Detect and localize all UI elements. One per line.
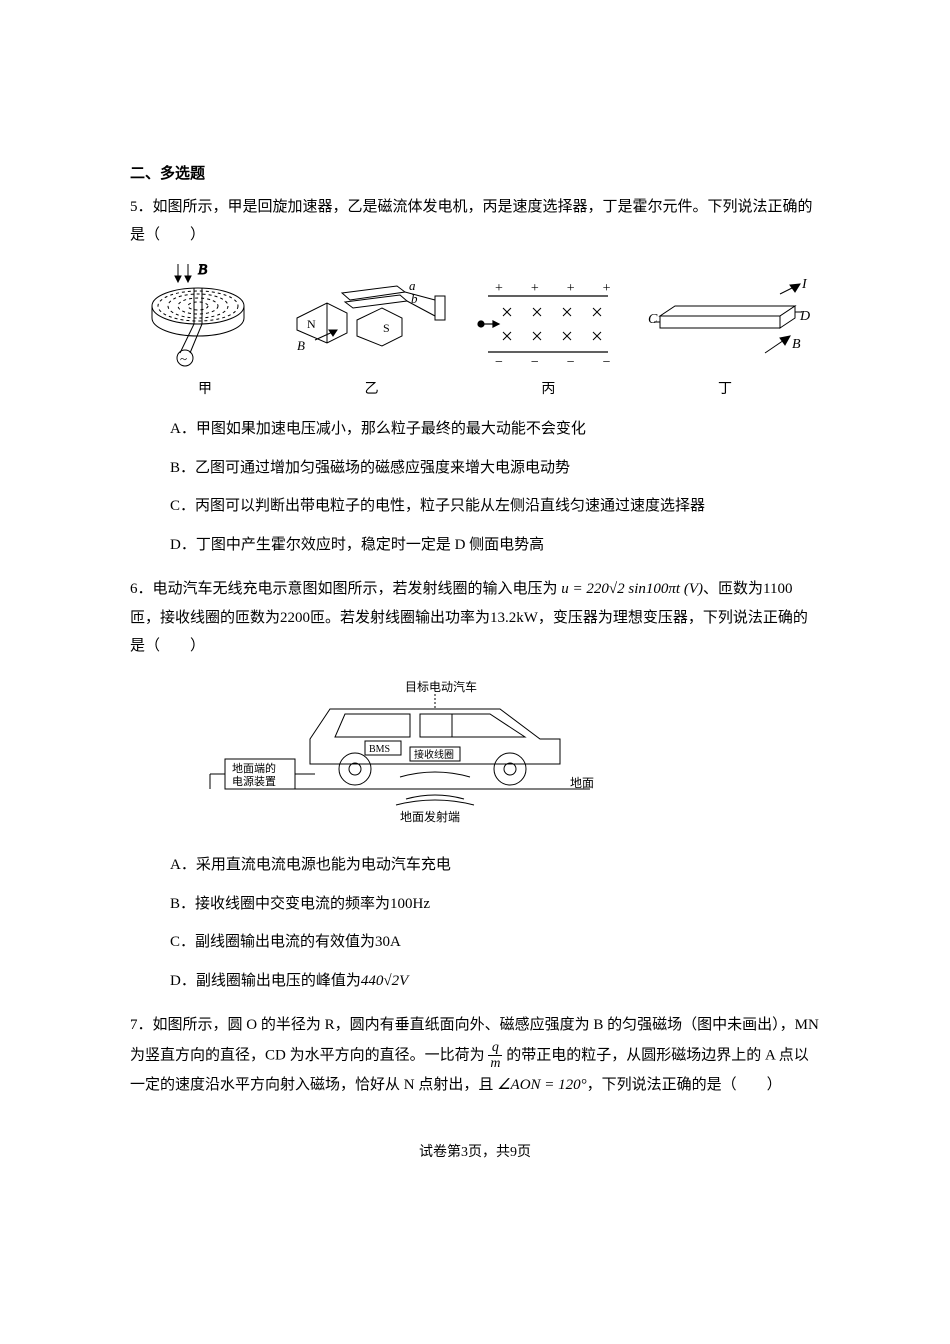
q5-number: 5． xyxy=(130,199,153,215)
q6-options: A．采用直流电流电源也能为电动汽车充电 B．接收线圈中交变电流的频率为100Hz… xyxy=(130,851,820,995)
q5-figures: B xyxy=(130,258,820,404)
svg-text:B: B xyxy=(297,338,305,353)
q7-fraction: qm xyxy=(488,1040,502,1072)
q6-formula: u = 220√2 sin100πt (V) xyxy=(558,581,703,597)
q6-body1: 电动汽车无线充电示意图如图所示，若发射线圈的输入电压为 xyxy=(153,581,558,597)
q5-option-d: D．丁图中产生霍尔效应时，稳定时一定是 D 侧面电势高 xyxy=(170,531,820,560)
q6-option-a: A．采用直流电流电源也能为电动汽车充电 xyxy=(170,851,820,880)
q5-option-a: A．甲图如果加速电压减小，那么粒子最终的最大动能不会变化 xyxy=(170,415,820,444)
svg-text:− − − −: − − − − xyxy=(495,355,611,370)
q6-text: 6．电动汽车无线充电示意图如图所示，若发射线圈的输入电压为 u = 220√2 … xyxy=(130,575,820,661)
q6-option-c: C．副线圈输出电流的有效值为30A xyxy=(170,928,820,957)
q5-text: 5．如图所示，甲是回旋加速器，乙是磁流体发电机，丙是速度选择器，丁是霍尔元件。下… xyxy=(130,193,820,250)
svg-text:接收线圈: 接收线圈 xyxy=(414,748,454,761)
svg-text:S: S xyxy=(383,321,390,335)
q6-option-b: B．接收线圈中交变电流的频率为100Hz xyxy=(170,890,820,919)
svg-text:地面: 地面 xyxy=(570,776,594,790)
page-footer: 试卷第3页，共9页 xyxy=(130,1140,820,1167)
svg-text:B: B xyxy=(792,337,801,352)
q6-figure: 目标电动汽车 BMS 接收线圈 地面 地面发射端 地面端的 电源装置 xyxy=(170,669,820,840)
b-label: B xyxy=(198,262,207,278)
q7-body3: ，下列说法正确的是（ ） xyxy=(587,1077,782,1093)
q6-number: 6． xyxy=(130,581,153,597)
svg-text:C: C xyxy=(648,312,658,327)
svg-text:~: ~ xyxy=(180,351,187,366)
svg-text:地面端的: 地面端的 xyxy=(232,761,276,775)
svg-text:电源装置: 电源装置 xyxy=(232,774,276,788)
svg-text:地面发射端: 地面发射端 xyxy=(400,809,460,824)
svg-text:BMS: BMS xyxy=(369,744,390,755)
svg-text:N: N xyxy=(307,317,316,331)
q5-option-b: B．乙图可通过增加匀强磁场的磁感应强度来增大电源电动势 xyxy=(170,454,820,483)
question-5: 5．如图所示，甲是回旋加速器，乙是磁流体发电机，丙是速度选择器，丁是霍尔元件。下… xyxy=(130,193,820,560)
q5-option-c: C．丙图可以判断出带电粒子的电性，粒子只能从左侧沿直线匀速通过速度选择器 xyxy=(170,492,820,521)
mhd-svg: N S a b B xyxy=(287,278,457,373)
car-charging-svg: 目标电动汽车 BMS 接收线圈 地面 地面发射端 地面端的 电源装置 xyxy=(170,669,610,829)
q5-options: A．甲图如果加速电压减小，那么粒子最终的最大动能不会变化 B．乙图可通过增加匀强… xyxy=(130,415,820,559)
fig-label-yi: 乙 xyxy=(365,377,379,404)
q5-body: 如图所示，甲是回旋加速器，乙是磁流体发电机，丙是速度选择器，丁是霍尔元件。下列说… xyxy=(130,199,813,244)
svg-text:目标电动汽车: 目标电动汽车 xyxy=(405,679,477,694)
q6-option-d: D．副线圈输出电压的峰值为440√2V xyxy=(170,967,820,996)
fig-bing: + + + + − − − − xyxy=(473,278,623,404)
fig-label-ding: 丁 xyxy=(718,377,732,404)
fig-ding: I C D B 丁 xyxy=(640,278,810,404)
question-6: 6．电动汽车无线充电示意图如图所示，若发射线圈的输入电压为 u = 220√2 … xyxy=(130,575,820,995)
svg-text:+ + + +: + + + + xyxy=(495,281,611,296)
fig-jia: B xyxy=(140,258,270,404)
svg-text:D: D xyxy=(799,309,810,324)
velocity-selector-svg: + + + + − − − − xyxy=(473,278,623,373)
section-title: 二、多选题 xyxy=(130,160,820,189)
fig-yi: N S a b B xyxy=(287,278,457,404)
fig-label-bing: 丙 xyxy=(541,377,555,404)
svg-text:I: I xyxy=(801,278,808,292)
question-7: 7．如图所示，圆 O 的半径为 R，圆内有垂直纸面向外、磁感应强度为 B 的匀强… xyxy=(130,1011,820,1100)
fig-label-jia: 甲 xyxy=(198,377,212,404)
hall-svg: I C D B xyxy=(640,278,810,373)
cyclotron-svg: B xyxy=(140,258,270,373)
q7-angle: ∠AON = 120° xyxy=(497,1077,587,1093)
q7-text: 7．如图所示，圆 O 的半径为 R，圆内有垂直纸面向外、磁感应强度为 B 的匀强… xyxy=(130,1011,820,1100)
q7-number: 7． xyxy=(130,1017,153,1033)
